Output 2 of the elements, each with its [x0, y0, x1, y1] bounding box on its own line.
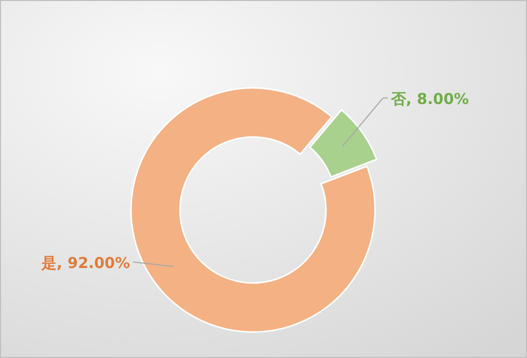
slice-label: 否, 8.00%	[390, 90, 469, 108]
slice-label: 是, 92.00%	[40, 254, 130, 272]
